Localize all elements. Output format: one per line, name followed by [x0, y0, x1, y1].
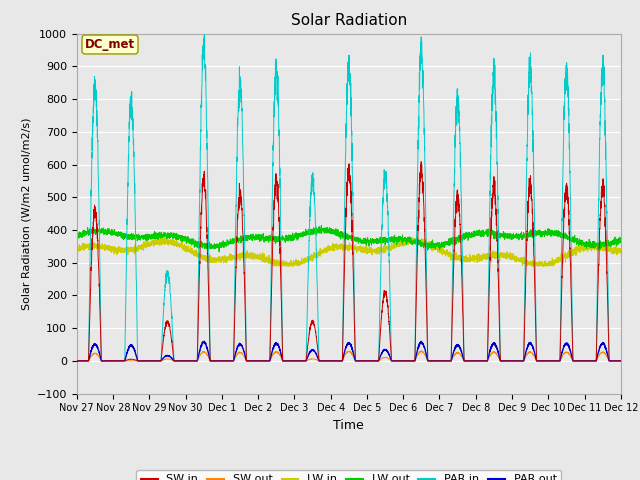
- Title: Solar Radiation: Solar Radiation: [291, 13, 407, 28]
- X-axis label: Time: Time: [333, 419, 364, 432]
- Text: DC_met: DC_met: [85, 38, 135, 51]
- Y-axis label: Solar Radiation (W/m2 umol/m2/s): Solar Radiation (W/m2 umol/m2/s): [21, 117, 31, 310]
- Legend: SW in, SW out, LW in, LW out, PAR in, PAR out: SW in, SW out, LW in, LW out, PAR in, PA…: [136, 470, 561, 480]
